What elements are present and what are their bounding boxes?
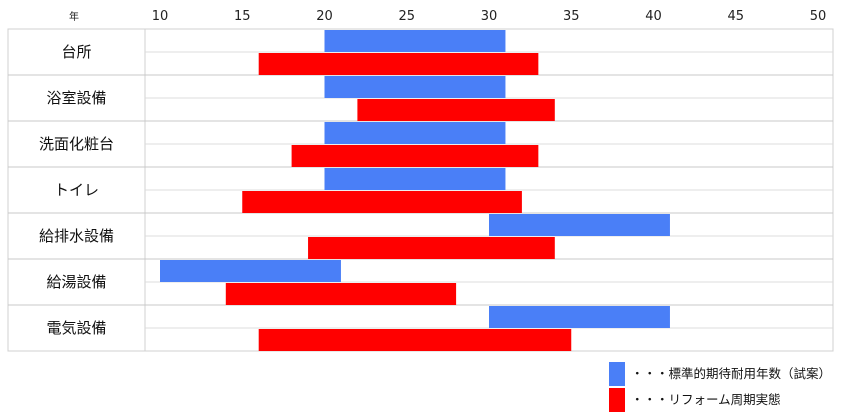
category-label: 台所: [61, 43, 91, 61]
x-tick-label: 50: [810, 9, 827, 24]
x-tick-label: 35: [563, 9, 580, 24]
bar-standard-lifespan: [324, 30, 506, 52]
bar-renovation-cycle: [258, 53, 539, 75]
x-tick-label: 20: [316, 9, 333, 24]
bar-standard-lifespan: [489, 214, 670, 236]
bar-renovation-cycle: [258, 329, 572, 351]
category-label: 給湯設備: [46, 273, 106, 291]
category-label: 洗面化粧台: [39, 135, 114, 153]
bar-standard-lifespan: [160, 260, 341, 282]
bar-renovation-cycle: [308, 237, 555, 259]
unit-label: 年: [69, 10, 79, 23]
bars: [160, 30, 670, 351]
x-tick-label: 10: [152, 9, 169, 24]
category-label: トイレ: [54, 181, 99, 199]
legend-swatch: [609, 388, 625, 412]
x-tick-labels: 10 15 20 25 30 35 40 45 50: [152, 9, 827, 24]
legend: ・・・標準的期待耐用年数（試案） ・・・リフォーム周期実態: [609, 362, 831, 412]
legend-swatch: [609, 362, 625, 386]
category-label: 浴室設備: [46, 89, 106, 107]
bar-standard-lifespan: [324, 168, 506, 190]
legend-label: ・・・リフォーム周期実態: [631, 392, 781, 407]
bar-renovation-cycle: [291, 145, 539, 167]
x-tick-label: 15: [234, 9, 251, 24]
bar-renovation-cycle: [357, 99, 555, 121]
bar-standard-lifespan: [324, 122, 506, 144]
x-tick-label: 45: [727, 9, 744, 24]
bar-standard-lifespan: [324, 76, 506, 98]
x-tick-label: 30: [481, 9, 498, 24]
bar-renovation-cycle: [242, 191, 522, 213]
x-tick-label: 25: [398, 9, 415, 24]
category-label: 給排水設備: [39, 227, 114, 245]
category-label: 電気設備: [46, 319, 106, 337]
legend-label: ・・・標準的期待耐用年数（試案）: [631, 366, 831, 381]
x-tick-label: 40: [645, 9, 662, 24]
bar-standard-lifespan: [489, 306, 670, 328]
bar-renovation-cycle: [225, 283, 457, 305]
